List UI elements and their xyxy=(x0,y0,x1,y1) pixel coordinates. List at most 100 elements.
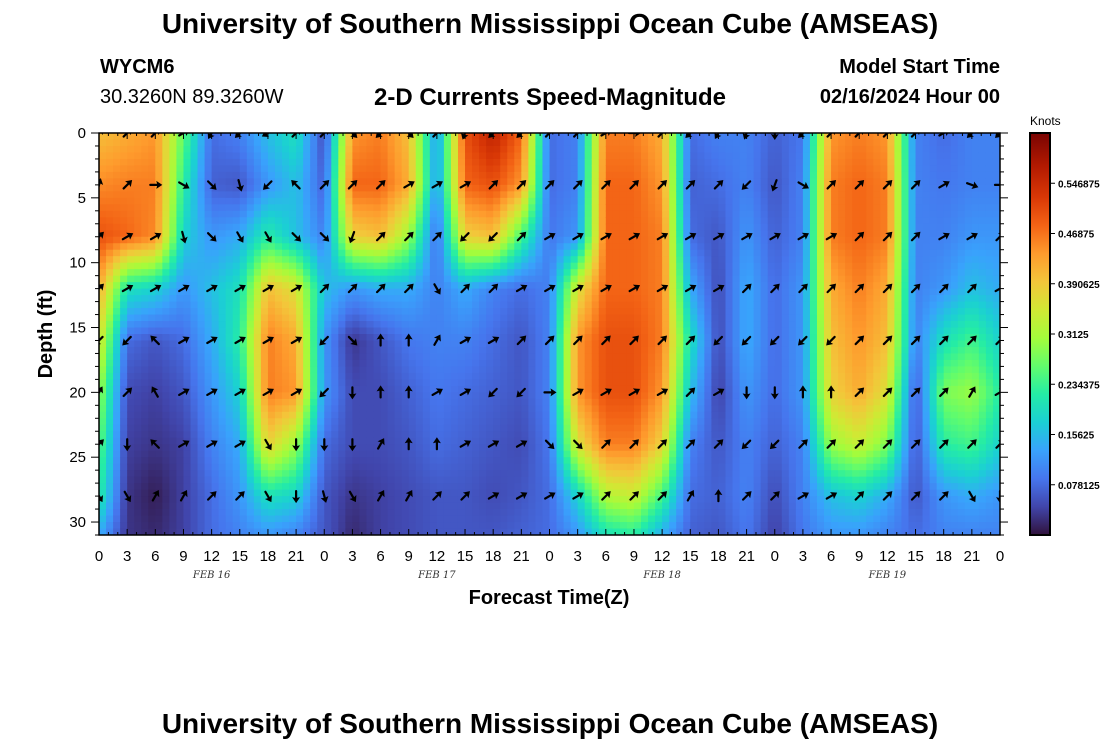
heatmap-cell xyxy=(641,204,649,212)
heatmap-cell xyxy=(535,509,544,517)
heatmap-cell xyxy=(310,385,318,393)
heatmap-cell xyxy=(148,139,156,147)
heatmap-cell xyxy=(260,308,269,316)
heatmap-cell xyxy=(162,249,170,257)
heatmap-cell xyxy=(303,398,311,406)
heatmap-cell xyxy=(282,139,290,147)
heatmap-cell xyxy=(605,171,614,179)
heatmap-cell xyxy=(436,204,445,212)
heatmap-cell xyxy=(429,334,438,342)
heatmap-cell xyxy=(556,340,565,348)
heatmap-cell xyxy=(253,230,262,238)
heatmap-cell xyxy=(218,489,227,497)
heatmap-cell xyxy=(366,301,375,309)
heatmap-cell xyxy=(317,398,325,406)
heatmap-cell xyxy=(662,184,670,192)
heatmap-cell xyxy=(619,398,628,406)
heatmap-cell xyxy=(274,223,283,231)
heatmap-cell xyxy=(457,489,466,497)
heatmap-cell xyxy=(542,308,551,316)
heatmap-cell xyxy=(218,418,227,426)
heatmap-cell xyxy=(556,133,565,141)
heatmap-cell xyxy=(155,450,163,458)
heatmap-cell xyxy=(127,152,135,160)
heatmap-cell xyxy=(366,288,375,296)
heatmap-cell xyxy=(155,236,163,244)
heatmap-cell xyxy=(204,489,213,497)
heatmap-cell xyxy=(549,158,558,167)
heatmap-cell xyxy=(134,385,142,393)
heatmap-cell xyxy=(401,418,410,426)
heatmap-cell xyxy=(317,470,325,478)
heatmap-cell xyxy=(232,431,241,439)
heatmap-cell xyxy=(162,197,170,205)
heatmap-cell xyxy=(598,204,607,212)
heatmap-cell xyxy=(211,359,220,368)
heatmap-cell xyxy=(211,366,220,374)
heatmap-cell xyxy=(436,522,445,530)
heatmap-cell xyxy=(162,359,170,368)
heatmap-cell xyxy=(289,431,297,439)
heatmap-cell xyxy=(246,269,255,277)
heatmap-cell xyxy=(246,295,255,303)
heatmap-cell xyxy=(408,334,417,342)
heatmap-cell xyxy=(232,489,241,497)
heatmap-cell xyxy=(479,437,487,445)
heatmap-cell xyxy=(267,165,276,173)
heatmap-cell xyxy=(584,457,593,465)
heatmap-cell xyxy=(183,483,192,491)
heatmap-cell xyxy=(422,392,431,400)
heatmap-cell xyxy=(380,385,389,393)
heatmap-cell xyxy=(197,522,206,530)
heatmap-cell xyxy=(373,152,382,160)
heatmap-cell xyxy=(253,243,262,251)
heatmap-cell xyxy=(246,210,255,218)
heatmap-cell xyxy=(169,152,178,160)
heatmap-cell xyxy=(633,340,642,348)
heatmap-cell xyxy=(528,496,537,504)
heatmap-cell xyxy=(591,171,600,179)
heatmap-cell xyxy=(359,483,368,491)
heatmap-cell xyxy=(394,379,403,387)
heatmap-cell xyxy=(493,243,501,251)
heatmap-cell xyxy=(99,288,107,296)
heatmap-cell xyxy=(331,457,339,465)
heatmap-cell xyxy=(465,450,473,458)
heatmap-cell xyxy=(655,210,663,218)
heatmap-cell xyxy=(436,528,445,535)
heatmap-cell xyxy=(486,372,494,380)
heatmap-cell xyxy=(641,366,649,374)
heatmap-cell xyxy=(563,139,572,147)
heatmap-cell xyxy=(148,314,156,322)
heatmap-cell xyxy=(415,450,424,458)
heatmap-cell xyxy=(457,158,466,167)
heatmap-cell xyxy=(443,392,452,400)
heatmap-cell xyxy=(605,327,614,335)
heatmap-cell xyxy=(577,359,586,368)
heatmap-cell xyxy=(612,379,621,387)
heatmap-cell xyxy=(197,152,206,160)
heatmap-cell xyxy=(289,334,297,342)
heatmap-cell xyxy=(204,308,213,316)
heatmap-cell xyxy=(366,509,375,517)
heatmap-cell xyxy=(415,424,424,432)
heatmap-cell xyxy=(401,457,410,465)
heatmap-cell xyxy=(366,437,375,445)
heatmap-cell xyxy=(457,515,466,523)
heatmap-cell xyxy=(457,152,466,160)
heatmap-cell xyxy=(584,243,593,251)
heatmap-cell xyxy=(422,346,431,355)
heatmap-cell xyxy=(514,327,522,335)
heatmap-cell xyxy=(197,282,206,290)
heatmap-cell xyxy=(549,470,558,478)
heatmap-cell xyxy=(120,522,128,530)
heatmap-cell xyxy=(387,139,396,147)
heatmap-cell xyxy=(535,243,544,251)
heatmap-cell xyxy=(542,366,551,374)
heatmap-cell xyxy=(218,372,227,380)
heatmap-cell xyxy=(465,392,473,400)
heatmap-cell xyxy=(422,217,431,225)
heatmap-cell xyxy=(394,463,403,471)
heatmap-cell xyxy=(457,295,466,303)
heatmap-cell xyxy=(190,359,199,368)
